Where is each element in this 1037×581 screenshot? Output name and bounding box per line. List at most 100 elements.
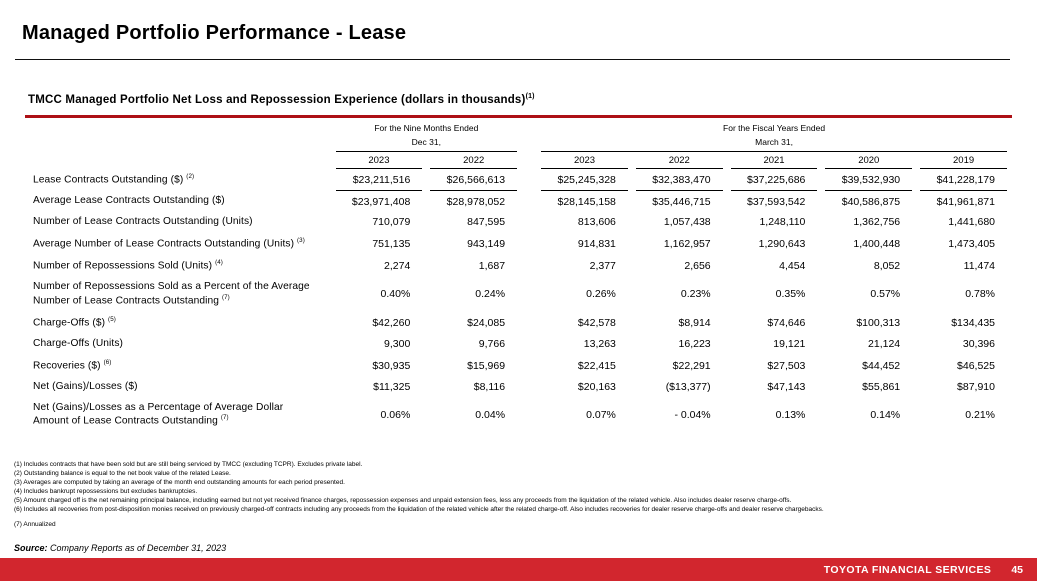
row-label: Charge-Offs ($) (5) <box>33 312 328 334</box>
row-label: Net (Gains)/Losses as a Percentage of Av… <box>33 398 328 433</box>
row-footnote-marker: (6) <box>103 358 112 366</box>
column-gap <box>525 377 533 398</box>
cell-value: $24,085 <box>467 316 506 329</box>
row-label-text: Net (Gains)/Losses ($) <box>33 380 138 392</box>
year-header-row: 2023 2022 2023 2022 2021 2020 2019 <box>33 152 1007 169</box>
table-row: Recoveries ($) (6) $30,935 $15,969 $22,415 $… <box>33 355 1007 377</box>
row-label: Average Number of Lease Contracts Outsta… <box>33 233 328 255</box>
cell-value: 8,052 <box>873 259 901 272</box>
column-gap <box>525 233 533 255</box>
table-row: Average Lease Contracts Outstanding ($) $… <box>33 191 1007 212</box>
table-row: Average Number of Lease Contracts Outsta… <box>33 233 1007 255</box>
cell-value: $32,383,470 <box>635 169 723 192</box>
cell-value: 0.06% <box>380 409 411 422</box>
cell-value: $30,935 <box>372 359 411 372</box>
fiscal-years-group-label: For the Fiscal Years Ended <box>723 123 826 133</box>
cell-value: 0.35% <box>775 288 806 301</box>
row-label-text: Number of Repossessions Sold (Units) <box>33 260 213 272</box>
row-label-text: Net (Gains)/Losses as a Percentage of Av… <box>33 401 284 413</box>
header-spacer <box>33 135 328 152</box>
column-gap <box>525 277 533 312</box>
row-label: Recoveries ($) (6) <box>33 355 328 377</box>
cell-value: $11,325 <box>373 381 411 394</box>
cell-value: 1,362,756 <box>853 216 901 229</box>
cell-value: $25,245,328 <box>541 169 628 192</box>
cell-value: 1,057,438 <box>663 216 711 229</box>
cell-value: $42,578 <box>577 316 616 329</box>
cell-value: 1,441,680 <box>948 216 995 229</box>
table-title-footnote-marker: (1) <box>525 93 535 100</box>
footnote: (3) Averages are computed by taking an a… <box>14 479 345 486</box>
row-label: Number of Repossessions Sold (Units) (4) <box>33 255 328 277</box>
cell-value: $15,969 <box>467 359 506 372</box>
cell-value: 0.14% <box>870 409 901 422</box>
year-header: 2021 <box>730 152 818 169</box>
cell-value: $27,503 <box>767 359 806 372</box>
header-spacer <box>33 152 328 169</box>
cell-value: 2,656 <box>684 259 711 272</box>
column-gap <box>525 191 533 212</box>
row-label: Charge-Offs (Units) <box>33 334 328 355</box>
table-row: Net (Gains)/Losses ($) $11,325 $8,116 $20,1… <box>33 377 1007 398</box>
column-gap <box>525 212 533 233</box>
column-gap <box>525 334 533 355</box>
table-row: Number of Repossessions Sold as a Percen… <box>33 277 1007 312</box>
cell-value: 943,149 <box>467 237 506 250</box>
row-footnote-marker: (3) <box>297 236 305 244</box>
source-line: Source: Company Reports as of December 3… <box>14 543 226 553</box>
table-body: Lease Contracts Outstanding ($) (2) $23,2… <box>33 169 1007 432</box>
column-gap <box>525 312 533 334</box>
cell-value: 9,766 <box>478 338 506 351</box>
nine-months-date-label: Dec 31, <box>335 135 518 152</box>
row-label: Lease Contracts Outstanding ($) (2) <box>33 169 328 191</box>
table-row: Lease Contracts Outstanding ($) (2) $23,2… <box>33 169 1007 192</box>
cell-value: 11,474 <box>963 259 995 272</box>
cell-value: $74,646 <box>767 316 806 329</box>
footer-page-number: 45 <box>1011 563 1023 576</box>
column-gap <box>525 120 533 135</box>
source-text: Company Reports as of December 31, 2023 <box>47 543 227 553</box>
cell-value: $42,260 <box>372 316 411 329</box>
row-label-text: Number of Lease Contracts Outstanding (U… <box>33 215 253 227</box>
row-footnote-marker: (4) <box>215 258 223 266</box>
cell-value: 0.26% <box>586 288 616 301</box>
cell-value: 1,400,448 <box>853 237 901 250</box>
footer-brand: TOYOTA FINANCIAL SERVICES <box>823 563 992 576</box>
cell-value: $26,566,613 <box>430 169 518 192</box>
cell-value: $23,971,408 <box>351 195 411 208</box>
column-gap <box>525 135 533 152</box>
cell-value: 0.24% <box>475 288 506 301</box>
cell-value: $134,435 <box>951 316 995 329</box>
cell-value: 0.57% <box>870 288 901 301</box>
cell-value: $37,593,542 <box>746 195 806 208</box>
cell-value: 2,377 <box>589 259 616 272</box>
portfolio-table: For the Nine Months Ended For the Fiscal… <box>25 120 1015 432</box>
cell-value: 0.21% <box>965 409 995 422</box>
cell-value: 914,831 <box>577 237 616 250</box>
cell-value: $23,211,516 <box>335 169 423 192</box>
cell-value: 0.78% <box>965 288 995 301</box>
footnote: (1) Includes contracts that have been so… <box>14 461 363 468</box>
footnote: (6) Includes all recoveries from post-di… <box>14 506 824 513</box>
row-footnote-marker: (2) <box>186 173 195 180</box>
footnote: (5) Amount charged off is the net remain… <box>14 497 792 504</box>
cell-value: - 0.04% <box>674 409 711 422</box>
row-label-text: Charge-Offs (Units) <box>33 337 124 349</box>
row-label-text: Lease Contracts Outstanding ($) <box>33 174 184 186</box>
cell-value: ($13,377) <box>665 381 711 394</box>
row-footnote-marker: (7) <box>220 414 229 422</box>
column-gap <box>525 355 533 377</box>
cell-value: $40,586,875 <box>841 195 901 208</box>
cell-value: 13,263 <box>583 338 616 351</box>
cell-value: $41,228,179 <box>920 169 1007 192</box>
page-title: Managed Portfolio Performance - Lease <box>22 22 407 44</box>
cell-value: 1,162,957 <box>663 237 711 250</box>
cell-value: $87,910 <box>957 381 995 394</box>
table-row: Number of Repossessions Sold (Units) (4)… <box>33 255 1007 277</box>
cell-value: 813,606 <box>577 216 616 229</box>
cell-value: 1,290,643 <box>758 237 806 250</box>
cell-value: 4,454 <box>779 259 806 272</box>
row-label-text: Average Lease Contracts Outstanding ($) <box>33 195 225 207</box>
cell-value: $35,446,715 <box>652 195 711 208</box>
